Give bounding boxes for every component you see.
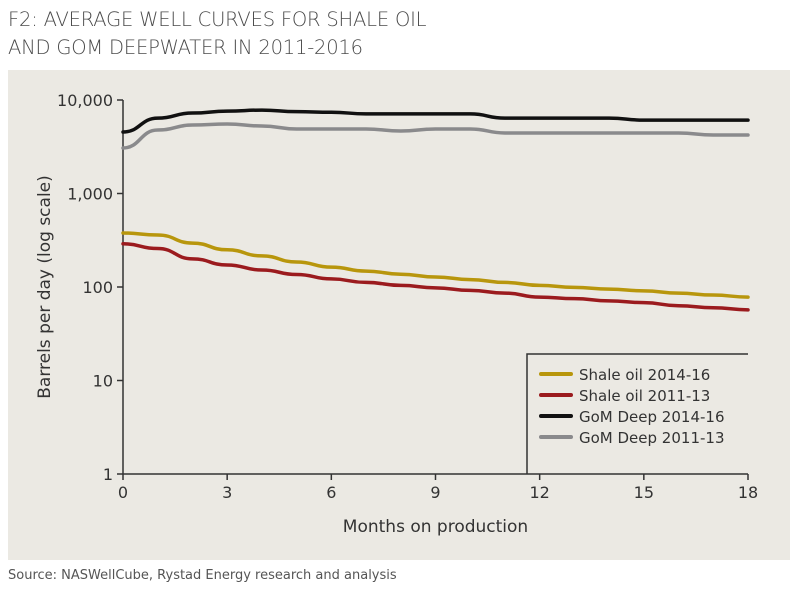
x-tick-label: 18 — [738, 483, 758, 502]
y-axis-label: Barrels per day (log scale) — [35, 175, 55, 399]
series-line-2 — [121, 108, 750, 134]
y-tick-label: 1 — [103, 465, 113, 484]
legend-entry: Shale oil 2011-13 — [579, 387, 710, 405]
x-tick-label: 9 — [430, 483, 440, 502]
series-line-3 — [121, 122, 750, 150]
y-tick-label: 100 — [82, 278, 113, 297]
legend-entry: Shale oil 2014-16 — [579, 366, 710, 384]
series-line-1 — [121, 242, 750, 312]
x-tick-label: 3 — [222, 483, 232, 502]
chart-title: F2: AVERAGE WELL CURVES FOR SHALE OIL AN… — [8, 6, 427, 62]
y-tick-label: 10 — [93, 372, 113, 391]
legend-entry: GoM Deep 2011-13 — [579, 429, 724, 447]
legend-entry: GoM Deep 2014-16 — [579, 408, 724, 426]
series-line-0 — [121, 231, 750, 299]
x-axis-label: Months on production — [343, 517, 528, 537]
x-tick-label: 6 — [326, 483, 336, 502]
x-tick-label: 12 — [529, 483, 549, 502]
y-tick-label: 1,000 — [67, 185, 113, 204]
chart-title-line2: AND GOM DEEPWATER IN 2011-2016 — [8, 36, 363, 59]
y-tick-label: 10,000 — [57, 91, 113, 110]
source-note: Source: NASWellCube, Rystad Energy resea… — [8, 568, 397, 583]
x-tick-label: 15 — [634, 483, 654, 502]
x-tick-label: 0 — [118, 483, 128, 502]
chart-panel — [8, 70, 790, 560]
legend-frame — [526, 353, 748, 474]
chart-title-line1: F2: AVERAGE WELL CURVES FOR SHALE OIL — [8, 8, 427, 31]
